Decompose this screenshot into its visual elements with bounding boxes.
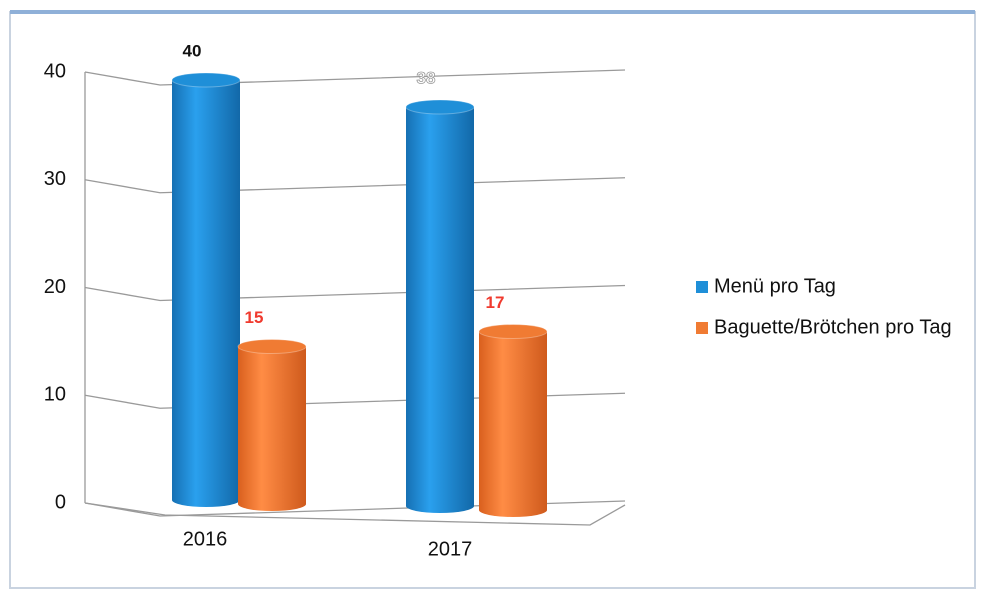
data-label: 15 [245,308,264,327]
x-tick-label: 2017 [428,538,473,560]
y-tick-label: 20 [44,276,66,298]
legend-swatch [696,322,708,334]
grid-line [84,69,626,86]
y-tick-label: 0 [55,491,66,513]
cylinder-top [237,339,307,354]
legend-swatch [696,281,708,293]
bar [406,107,474,506]
top-bar [10,10,975,14]
data-label: 17 [486,293,505,312]
legend-label: Menü pro Tag [714,275,836,297]
y-tick-label: 10 [44,384,66,406]
data-label: 40 [183,41,202,60]
bar [479,331,547,510]
bar [172,80,240,500]
legend-label: Baguette/Brötchen pro Tag [714,316,952,338]
y-tick-label: 40 [44,60,66,82]
data-label: 38 [417,68,436,87]
cylinder-top [478,324,548,339]
floor-edge [84,502,626,526]
bar [238,346,306,504]
y-tick-label: 30 [44,168,66,190]
cylinder-top [405,99,475,115]
x-tick-label: 2016 [183,528,228,550]
cylinder-top [171,72,241,88]
